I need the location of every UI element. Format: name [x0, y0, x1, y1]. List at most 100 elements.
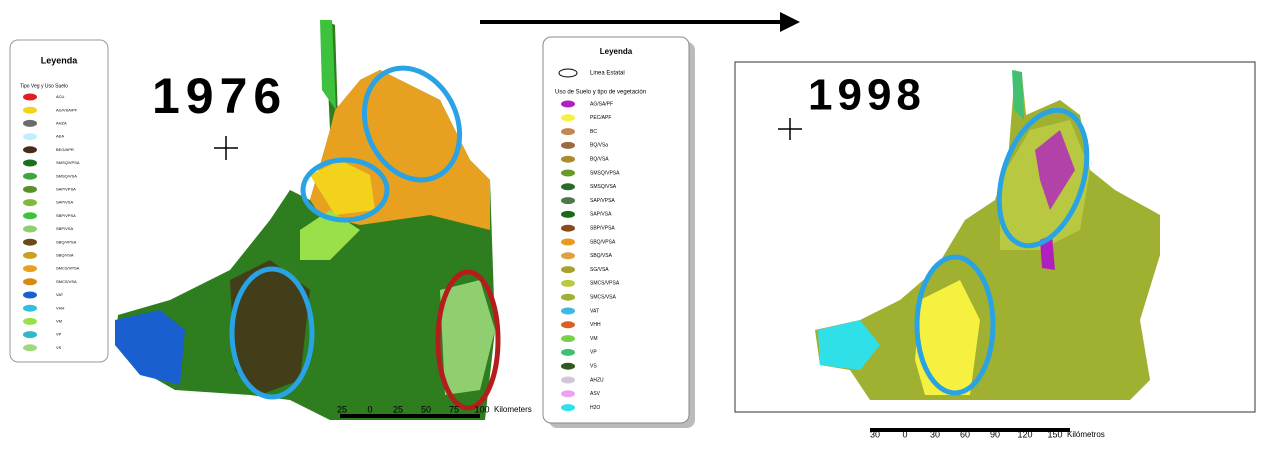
legend-label: Linea Estatal: [590, 71, 625, 77]
legend-label: ASV: [590, 391, 601, 397]
legend-label: VS: [590, 364, 597, 370]
scale-unit: Kilómetros: [1067, 430, 1105, 439]
legend-swatch: [23, 133, 37, 140]
legend-swatch: [23, 212, 37, 219]
legend-label: SBQ/VPSA: [590, 239, 616, 245]
legend-label: SBQ/VSA: [590, 253, 613, 259]
legend-swatch: [561, 294, 575, 301]
scale-unit: Kilometers: [494, 405, 532, 414]
legend-label: VAT: [56, 292, 64, 297]
legend-swatch: [561, 266, 575, 273]
legend-swatch: [561, 252, 575, 259]
legend-label: SBP/VPSA: [590, 226, 615, 232]
legend-title: Leyenda: [41, 55, 79, 65]
legend-label: VP: [56, 332, 62, 337]
legend-label: SAP/VSA: [56, 200, 73, 205]
legend-swatch: [561, 239, 575, 246]
legend-label: VS: [56, 345, 62, 350]
legend-swatch: [561, 211, 575, 218]
legend-swatch: [23, 186, 37, 193]
legend-label: BC: [590, 129, 597, 135]
scale-label: 50: [421, 404, 431, 414]
legend-swatch: [23, 199, 37, 206]
legend-label: BEG/APR: [56, 147, 74, 152]
legend-label: SMCS/VSA: [590, 295, 617, 301]
legend-swatch: [561, 280, 575, 287]
scale-label: 60: [960, 429, 970, 439]
legend-swatch: [561, 170, 575, 177]
legend-swatch: [23, 318, 37, 325]
legend-swatch: [561, 225, 575, 232]
scale-label: 30: [870, 429, 880, 439]
legend-label: VHH: [56, 305, 65, 310]
legend-label: BQ/VSa: [590, 143, 608, 149]
scale-label: 90: [990, 429, 1000, 439]
legend-swatch: [23, 160, 37, 167]
legend-swatch: [561, 142, 575, 149]
scale-label: 120: [1017, 429, 1032, 439]
legend-swatch: [23, 146, 37, 153]
legend-label: AG/SA/PF: [590, 101, 613, 107]
legend-swatch: [559, 69, 577, 77]
legend-swatch: [561, 101, 575, 108]
legend-swatch: [23, 305, 37, 312]
legend-swatch: [23, 265, 37, 272]
legend-label: SAP/VPSA: [56, 186, 76, 191]
legend-label: SBP/VPSA: [56, 213, 76, 218]
scale-label: 0: [902, 429, 907, 439]
legend-label: H2O: [590, 405, 600, 411]
legend-swatch: [561, 363, 575, 370]
legend-swatch: [561, 335, 575, 342]
legend-swatch: [23, 331, 37, 338]
legend-label: AEA: [56, 134, 64, 139]
legend-label: ACU: [56, 94, 65, 99]
legend-swatch: [23, 226, 37, 233]
legend-label: SMSQ/VSA: [56, 173, 77, 178]
legend-label: SAP/VSA: [590, 212, 612, 218]
scale-label: 25: [337, 404, 347, 414]
scale-label: 100: [474, 404, 489, 414]
legend-swatch: [23, 344, 37, 351]
legend-label: BQ/VSA: [590, 157, 609, 163]
legend-label: SMCS/VPSA: [590, 281, 620, 287]
legend-swatch: [23, 239, 37, 246]
legend-title: Leyenda: [600, 47, 633, 56]
year-label: 1976: [152, 68, 287, 124]
legend-label: SMSQ/VSA: [590, 184, 617, 190]
legend-label: SG/VSA: [590, 267, 609, 273]
legend-subtitle: Tipo Veg y Uso Suelo: [20, 83, 68, 89]
legend-swatch: [23, 252, 37, 259]
legend-label: SMCS/VSA: [56, 279, 77, 284]
legend-label: VM: [56, 318, 62, 323]
scale-label: 75: [449, 404, 459, 414]
legend-swatch: [561, 128, 575, 135]
page: Leyenda Tipo Veg y Uso Suelo ACU AG/VSA/P…: [0, 0, 1280, 444]
scale-label: 25: [393, 404, 403, 414]
legend-swatch: [561, 390, 575, 397]
legend-swatch: [23, 107, 37, 114]
legend-swatch: [561, 308, 575, 315]
legend-label: SMSQ/VPSA: [590, 170, 620, 176]
arrow-head: [780, 12, 800, 32]
legend-swatch: [561, 114, 575, 121]
legend-swatch: [561, 377, 575, 384]
legend-swatch: [561, 349, 575, 356]
scale-bar: [340, 414, 480, 418]
legend-label: SBQ/VPSA: [56, 239, 77, 244]
legend-swatch: [561, 197, 575, 204]
legend-label: PEC/APF: [590, 115, 611, 121]
legend-label: VHH: [590, 322, 601, 328]
legend-swatch: [23, 173, 37, 180]
scale-label: 30: [930, 429, 940, 439]
legend-label: SAP/VPSA: [590, 198, 615, 204]
legend-swatch: [23, 292, 37, 299]
legend-label: AHZU: [590, 377, 604, 383]
legend-label: VM: [590, 336, 598, 342]
legend-swatch: [561, 404, 575, 411]
legend-label: SBP/VSA: [56, 226, 73, 231]
legend-label: AG/VSA/PF: [56, 107, 78, 112]
scale-label: 0: [367, 404, 372, 414]
legend-label: SMSQ/VPSA: [56, 160, 80, 165]
legend-label: SBQ/VSA: [56, 252, 74, 257]
legend-swatch: [23, 94, 37, 101]
